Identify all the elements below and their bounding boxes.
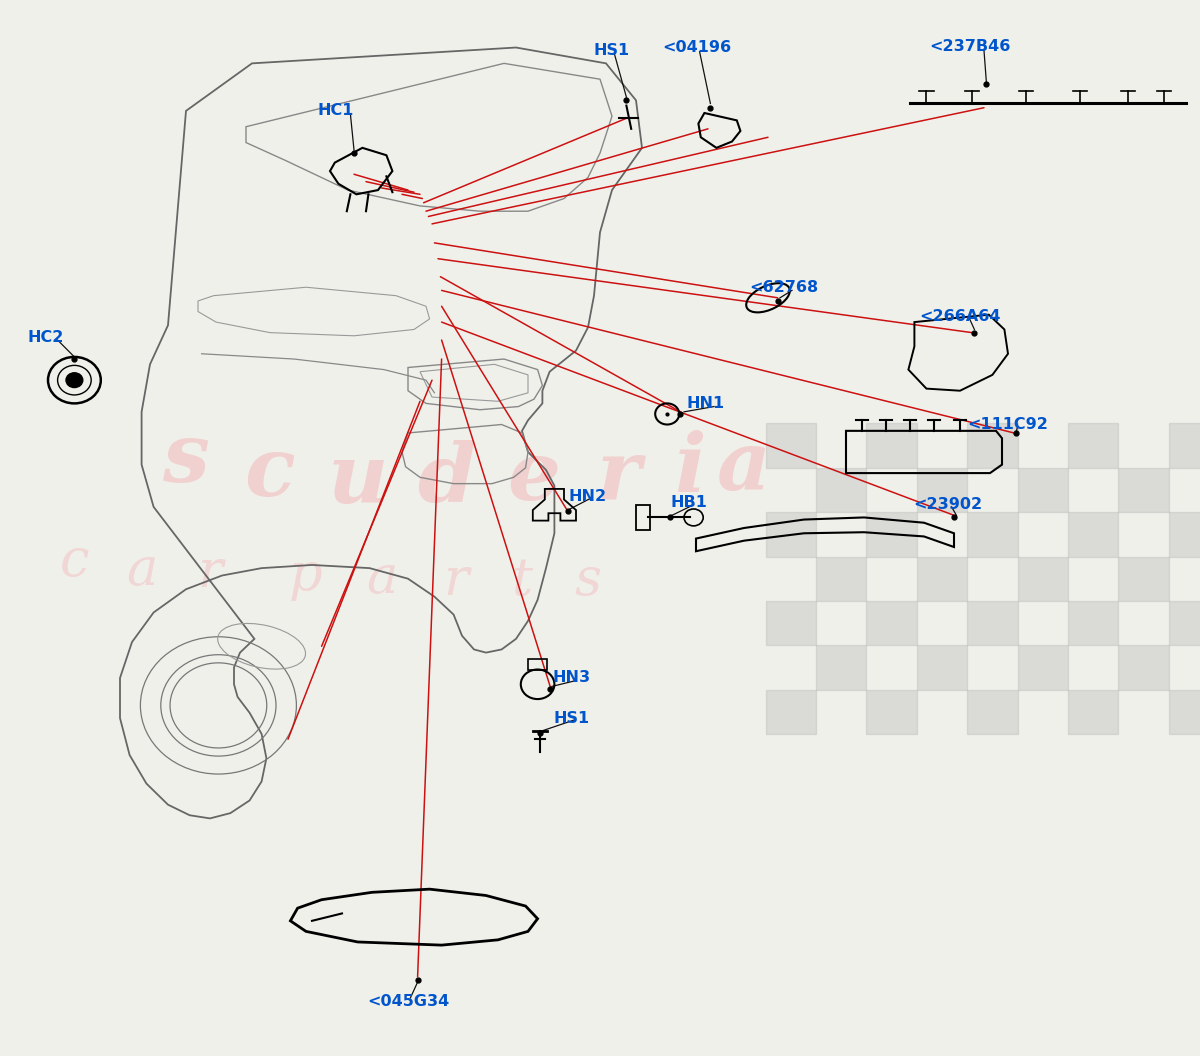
Bar xyxy=(766,690,816,734)
Bar xyxy=(816,645,866,690)
Bar xyxy=(1018,468,1068,512)
Text: a: a xyxy=(366,553,397,604)
Text: c: c xyxy=(60,536,89,587)
Bar xyxy=(1018,645,1068,690)
Bar xyxy=(816,468,866,512)
Bar xyxy=(1068,601,1118,645)
Bar xyxy=(917,468,967,512)
Bar xyxy=(766,601,816,645)
Text: r: r xyxy=(197,547,223,598)
Text: p: p xyxy=(289,550,323,601)
Bar xyxy=(816,557,866,601)
Bar xyxy=(1169,423,1200,468)
Bar xyxy=(1018,557,1068,601)
Text: a: a xyxy=(126,545,157,596)
Text: HN1: HN1 xyxy=(686,396,725,411)
Text: a: a xyxy=(718,427,772,507)
Bar xyxy=(967,423,1018,468)
Bar xyxy=(1169,601,1200,645)
Bar xyxy=(1169,690,1200,734)
Text: e: e xyxy=(508,437,560,517)
Text: <237B46: <237B46 xyxy=(929,39,1010,54)
Circle shape xyxy=(66,373,83,388)
Bar xyxy=(766,423,816,468)
Text: <266A64: <266A64 xyxy=(919,309,1001,324)
Text: <23902: <23902 xyxy=(913,497,983,512)
Bar xyxy=(917,557,967,601)
Text: d: d xyxy=(418,440,475,521)
Text: HN3: HN3 xyxy=(552,671,590,685)
Bar xyxy=(1068,690,1118,734)
Text: HS1: HS1 xyxy=(594,43,630,58)
Text: s: s xyxy=(575,555,601,606)
Text: HS1: HS1 xyxy=(553,711,589,725)
Text: s: s xyxy=(162,419,210,499)
Text: <04196: <04196 xyxy=(662,40,732,55)
Text: HC2: HC2 xyxy=(28,331,64,345)
Text: r: r xyxy=(443,555,469,606)
Text: r: r xyxy=(596,435,640,515)
Bar xyxy=(1068,512,1118,557)
Text: i: i xyxy=(674,430,706,510)
Bar xyxy=(866,512,917,557)
Text: <111C92: <111C92 xyxy=(967,417,1049,432)
Text: u: u xyxy=(328,440,388,521)
Bar xyxy=(1118,645,1169,690)
Bar xyxy=(967,601,1018,645)
Text: HB1: HB1 xyxy=(671,495,707,510)
Text: <045G34: <045G34 xyxy=(367,994,449,1008)
Text: <62768: <62768 xyxy=(749,280,818,295)
Bar xyxy=(1118,557,1169,601)
Bar xyxy=(866,423,917,468)
Bar xyxy=(1068,423,1118,468)
Text: t: t xyxy=(511,555,533,606)
Bar xyxy=(866,690,917,734)
Bar xyxy=(967,512,1018,557)
Bar xyxy=(1169,512,1200,557)
Text: c: c xyxy=(245,433,295,513)
Bar xyxy=(967,690,1018,734)
Text: HN2: HN2 xyxy=(569,489,607,504)
Bar xyxy=(866,601,917,645)
Bar xyxy=(1118,468,1169,512)
Text: HC1: HC1 xyxy=(318,103,354,118)
Bar xyxy=(917,645,967,690)
Bar xyxy=(766,512,816,557)
